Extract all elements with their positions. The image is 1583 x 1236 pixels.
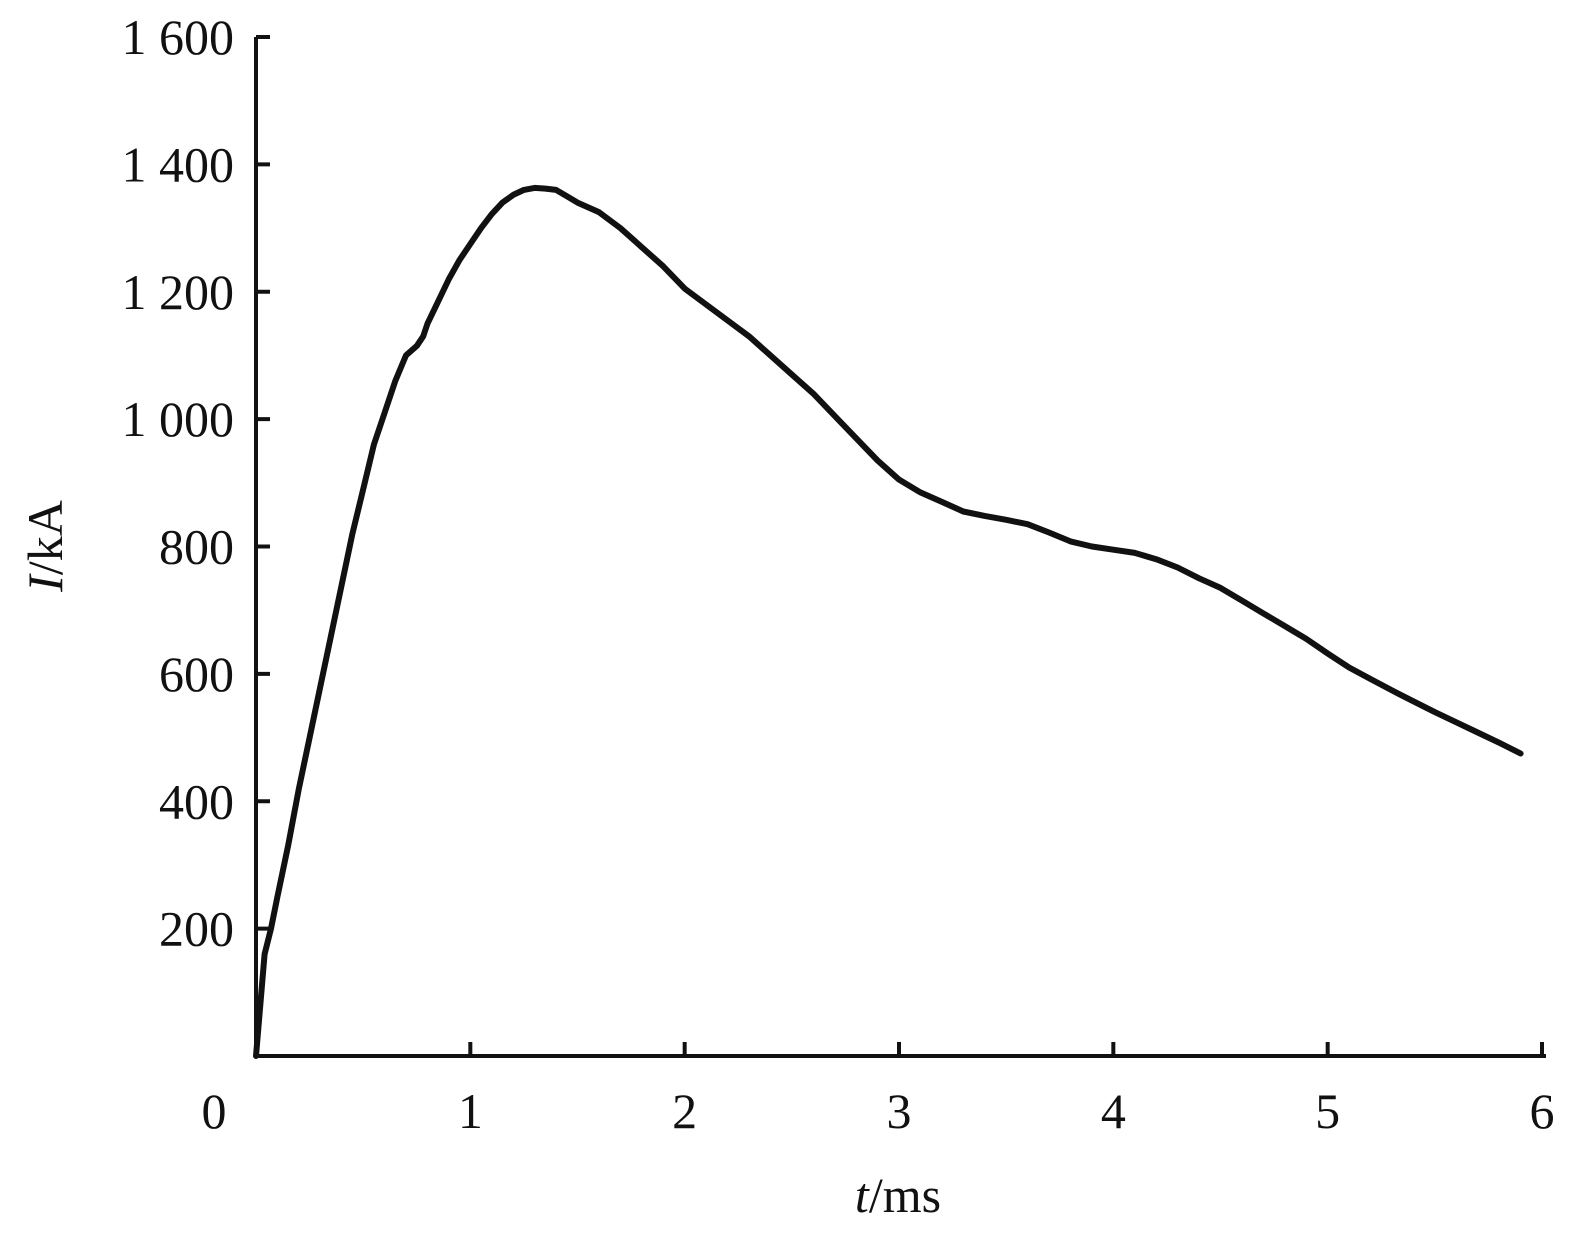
y-tick-label: 1 400	[122, 136, 235, 192]
x-tick-label: 3	[887, 1083, 912, 1139]
y-axis-unit: /kA	[17, 500, 73, 575]
axes	[254, 37, 1546, 1058]
y-tick-label: 1 000	[122, 391, 235, 447]
y-axis-title: I/kA	[17, 500, 73, 593]
x-tick-label: 0	[202, 1083, 227, 1139]
x-axis-title: t/ms	[855, 1167, 941, 1223]
x-tick-label: 2	[672, 1083, 697, 1139]
x-tick-label: 5	[1315, 1083, 1340, 1139]
series-line	[253, 184, 1524, 1059]
x-axis-symbol: t	[855, 1167, 870, 1223]
x-tick-label: 1	[458, 1083, 483, 1139]
x-tick-label: 4	[1101, 1083, 1126, 1139]
y-tick-label: 800	[159, 519, 234, 575]
x-axis-unit: /ms	[869, 1167, 941, 1223]
y-tick-label: 600	[159, 646, 234, 702]
y-tick-label: 1 600	[122, 9, 235, 65]
y-tick-label: 1 200	[122, 264, 235, 320]
y-tick-label: 200	[159, 901, 234, 957]
tick-labels: 0 1 2 3 4 5 6 200 400 600 800 1 000 1 200 1 400 1 600	[122, 9, 1555, 1139]
y-tick-label: 400	[159, 773, 234, 829]
y-axis-symbol: I	[17, 573, 73, 593]
ticks	[256, 35, 1544, 1056]
x-tick-label: 6	[1530, 1083, 1555, 1139]
